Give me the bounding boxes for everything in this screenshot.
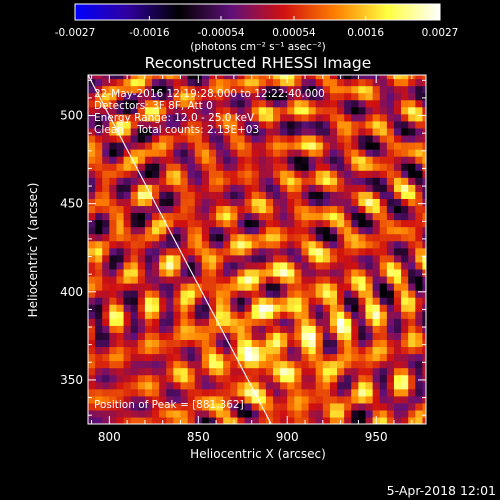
y-tick-label: 400	[60, 285, 83, 299]
chart-title: Reconstructed RHESSI Image	[145, 54, 372, 72]
colorbar-tick-label: -0.00054	[197, 27, 245, 39]
y-axis-label: Heliocentric Y (arcsec)	[26, 183, 40, 318]
plot-area: 800 850 900 950 350 400 450 500	[60, 74, 427, 444]
colorbar-bar	[74, 3, 441, 21]
x-axis-label: Heliocentric X (arcsec)	[190, 447, 326, 461]
x-tick-label: 950	[365, 430, 388, 444]
colorbar-tick-label: 0.0027	[422, 27, 459, 39]
y-tick-label: 500	[60, 109, 83, 123]
x-tick-label: 900	[276, 430, 299, 444]
annotation-time-range: 22-May-2016 12:19:28.000 to 12:22:40.000	[94, 88, 325, 100]
annotation-peak-position: Position of Peak = [881,362]	[94, 399, 244, 411]
colorbar-tick-label: 0.00054	[272, 27, 316, 39]
heatmap-image	[88, 75, 426, 424]
annotation-detectors: Detectors: 3F 8F, Att 0	[94, 100, 213, 112]
annotations: 22-May-2016 12:19:28.000 to 12:22:40.000…	[94, 88, 325, 411]
y-tick-label: 450	[60, 197, 83, 211]
colorbar-ticks: -0.0027 -0.0016 -0.00054 0.00054 0.0016 0.002…	[55, 16, 459, 39]
annotation-method-counts: Clean Total counts: 2.13E+03	[94, 124, 259, 136]
plot-frame	[87, 74, 427, 425]
annotation-energy-range: Energy Range: 12.0 - 25.0 keV	[94, 112, 255, 124]
y-tick-label: 350	[60, 373, 83, 387]
x-tick-label: 800	[98, 430, 121, 444]
footer-date: 5-Apr-2018 12:01	[387, 483, 496, 498]
colorbar-units-label: (photons cm⁻² s⁻¹ asec⁻²)	[190, 41, 325, 53]
colorbar-tick-label: -0.0016	[129, 27, 170, 39]
solar-limb-line	[88, 75, 272, 424]
axis-ticks: 800 850 900 950 350 400 450 500	[60, 75, 426, 444]
colorbar-tick-label: -0.0027	[55, 27, 96, 39]
colorbar-tick-label: 0.0016	[347, 27, 384, 39]
colorbar: -0.0027 -0.0016 -0.00054 0.00054 0.0016 0.002…	[55, 3, 459, 53]
x-tick-label: 850	[187, 430, 210, 444]
